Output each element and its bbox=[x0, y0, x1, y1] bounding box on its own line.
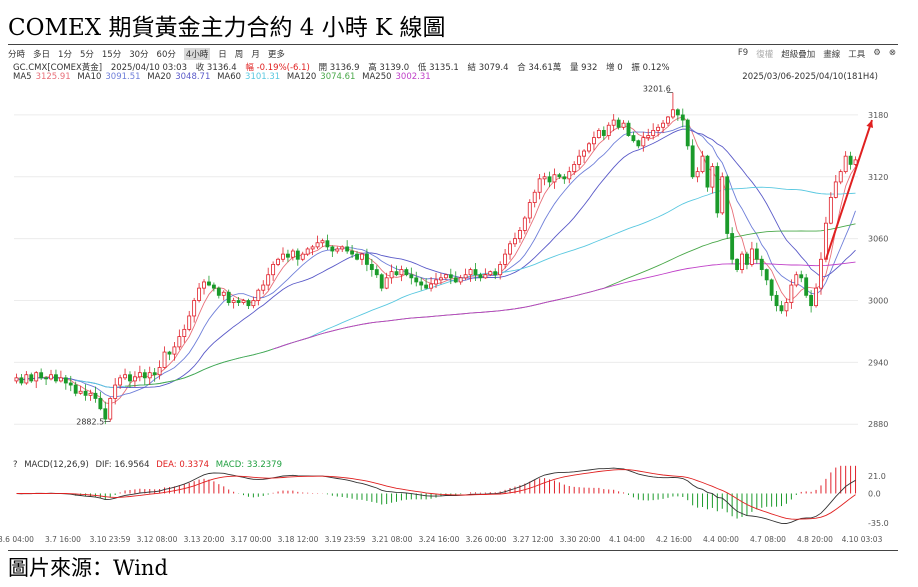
period-tab-week[interactable]: 周 bbox=[234, 50, 244, 60]
ma10-value: 3091.51 bbox=[105, 72, 141, 82]
macd-macd-value: MACD: 33.2379 bbox=[215, 460, 282, 470]
period-tab-15min[interactable]: 15分 bbox=[101, 50, 122, 60]
adjust-button[interactable]: 復權 bbox=[756, 50, 774, 60]
ma250-value: 3002.31 bbox=[395, 72, 431, 82]
open-interest-value: 合 34.61萬 bbox=[517, 63, 562, 73]
period-tab-multiday[interactable]: 多日 bbox=[33, 50, 51, 60]
overlay-button[interactable]: 超級疊加 bbox=[781, 50, 816, 60]
source-note: 圖片來源：Wind bbox=[8, 556, 168, 580]
tools-button[interactable]: 工具 bbox=[848, 50, 866, 60]
period-tab-1min[interactable]: 1分 bbox=[58, 50, 72, 60]
open-value: 開 3136.9 bbox=[318, 63, 360, 73]
right-toolbar: F9 復權 超級疊加 畫線 工具 ⚙ ⊗ bbox=[738, 48, 896, 60]
increase-value: 增 0 bbox=[606, 63, 623, 73]
volume-value: 量 932 bbox=[569, 63, 598, 73]
period-tab-month[interactable]: 月 bbox=[251, 50, 260, 60]
period-tab-60min[interactable]: 60分 bbox=[156, 50, 176, 60]
settle-value: 結 3079.4 bbox=[467, 63, 509, 73]
ma60-value: 3101.31 bbox=[245, 72, 281, 82]
close-value: 收 3136.4 bbox=[195, 63, 237, 73]
macd-dif-value: DIF: 16.9564 bbox=[95, 460, 150, 470]
period-tab-5min[interactable]: 5分 bbox=[79, 50, 94, 60]
ma10-label: MA10 bbox=[77, 72, 102, 82]
ma-legend: MA5 3125.91 MA10 3091.51 MA20 3048.71 MA60 3… bbox=[13, 72, 435, 82]
chart-title: COMEX 期貨黃金主力合約 4 小時 K 線圖 bbox=[8, 15, 446, 41]
ma60-label: MA60 bbox=[217, 72, 242, 82]
period-tab-day[interactable]: 日 bbox=[218, 50, 227, 60]
ma5-value: 3125.91 bbox=[35, 72, 71, 82]
datetime-label: 2025/04/10 03:03 bbox=[110, 63, 188, 73]
ma20-label: MA20 bbox=[147, 72, 172, 82]
high-value: 高 3139.0 bbox=[368, 63, 410, 73]
draw-line-button[interactable]: 畫線 bbox=[823, 50, 841, 60]
period-tab-more[interactable]: 更多 bbox=[267, 50, 285, 60]
chart-frame bbox=[8, 44, 898, 551]
period-tab-intraday[interactable]: 分時 bbox=[8, 50, 26, 60]
settings-icon[interactable]: ⚙ bbox=[873, 48, 881, 58]
macd-label: MACD(12,26,9) bbox=[24, 460, 89, 470]
macd-dea-value: DEA: 0.3374 bbox=[156, 460, 210, 470]
period-tab-30min[interactable]: 30分 bbox=[129, 50, 149, 60]
amplitude-value: 振 0.12% bbox=[631, 63, 670, 73]
ma120-label: MA120 bbox=[286, 72, 317, 82]
period-toolbar: 分時 多日 1分 5分 15分 30分 60分 4小時 日 周 月 更多 bbox=[8, 48, 285, 60]
close-icon[interactable]: ⊗ bbox=[888, 48, 896, 58]
f9-button[interactable]: F9 bbox=[737, 48, 749, 58]
ma120-value: 3074.61 bbox=[320, 72, 356, 82]
period-tab-4hour[interactable]: 4小時 bbox=[183, 48, 211, 60]
low-value: 低 3135.1 bbox=[417, 63, 459, 73]
change-value: 幅 -0.19%(-6.1) bbox=[245, 63, 310, 73]
macd-collapse-icon[interactable]: ? bbox=[13, 460, 18, 470]
quote-info-line: GC.CMX[COMEX黃金] 2025/04/10 03:03 收 3136.… bbox=[13, 61, 676, 73]
date-range-label: 2025/03/06-2025/04/10(181H4) bbox=[742, 72, 878, 82]
macd-legend: ? MACD(12,26,9) DIF: 16.9564 DEA: 0.3374… bbox=[13, 460, 286, 470]
ma5-label: MA5 bbox=[13, 72, 32, 82]
symbol-label: GC.CMX[COMEX黃金] bbox=[13, 63, 103, 73]
ma250-label: MA250 bbox=[362, 72, 392, 82]
ma20-value: 3048.71 bbox=[175, 72, 211, 82]
